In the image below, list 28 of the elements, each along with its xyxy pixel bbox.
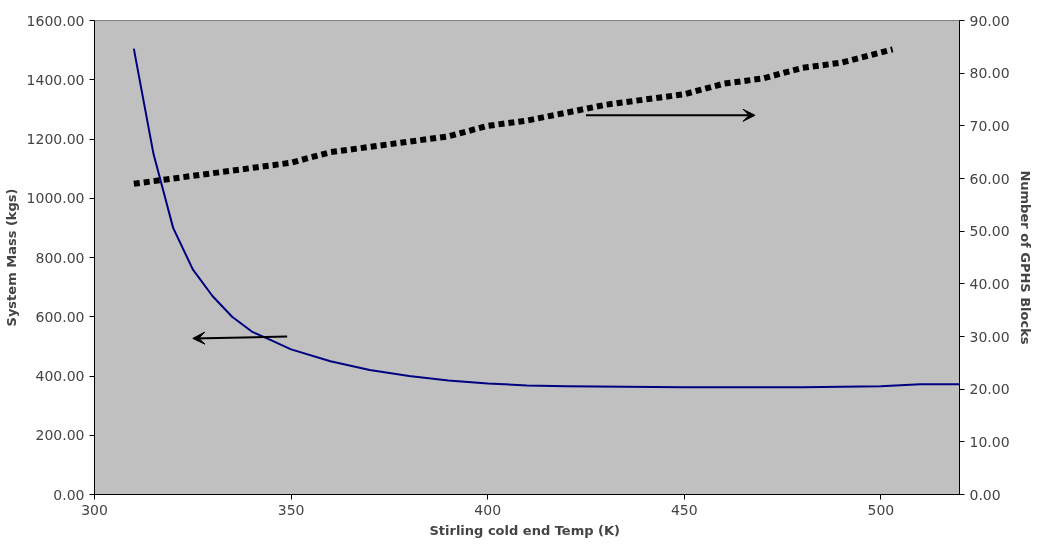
y2-tick-label: 90.00 <box>969 12 1010 29</box>
y2-tick-label: 70.00 <box>969 117 1010 134</box>
y2-tick-label: 30.00 <box>969 328 1010 345</box>
y-tick-label: 1600.00 <box>26 12 85 29</box>
y-tick-label: 1000.00 <box>26 190 85 207</box>
y2-tick-label: 20.00 <box>969 381 1010 398</box>
y-tick-label: 400.00 <box>35 368 85 384</box>
y-tick-label: 0.00 <box>53 486 85 503</box>
y-tick-label: 200.00 <box>35 427 85 444</box>
y-tick-label: 800.00 <box>35 249 85 266</box>
x-tick-label: 350 <box>277 501 305 518</box>
y2-tick-label: 60.00 <box>969 170 1010 187</box>
y2-tick-label: 10.00 <box>969 433 1010 450</box>
y2-tick-label: 80.00 <box>969 65 1010 82</box>
y-tick-label: 600.00 <box>35 308 85 325</box>
y2-tick-label: 0.00 <box>969 486 1001 503</box>
x-tick-label: 300 <box>81 501 108 518</box>
y2-tick-label: 40.00 <box>969 275 1010 292</box>
y-tick-label: 1400.00 <box>26 71 85 88</box>
y2-axis-title: Number of GPHS Blocks <box>1017 170 1033 345</box>
x-tick-label: 450 <box>670 501 698 518</box>
y2-tick-label: 50.00 <box>969 223 1010 240</box>
x-axis-title: Stirling cold end Temp (K) <box>429 522 621 538</box>
line-series <box>132 47 960 389</box>
y-axis-title: System Mass (kgs) <box>3 188 19 327</box>
x-tick-label: 500 <box>867 501 895 518</box>
y-tick-label: 1200.00 <box>26 131 85 147</box>
x-tick-label: 400 <box>474 501 502 518</box>
